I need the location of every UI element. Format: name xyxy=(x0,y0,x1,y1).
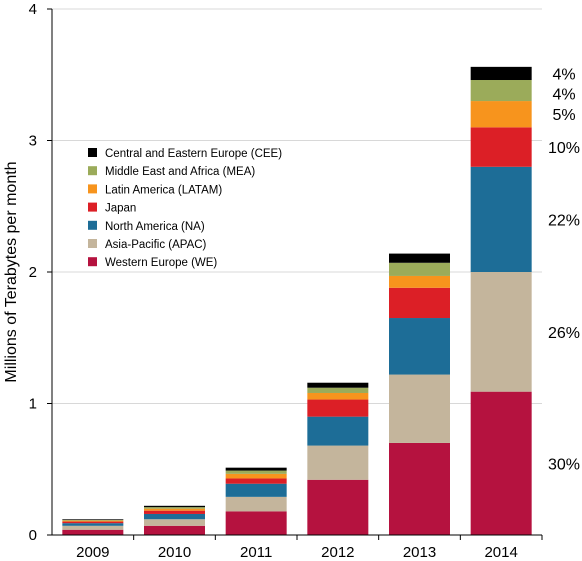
x-tick-label: 2013 xyxy=(403,544,436,561)
legend-swatch xyxy=(88,166,97,176)
legend-label: Middle East and Africa (MEA) xyxy=(105,166,255,178)
bar-segment xyxy=(225,478,287,484)
legend-swatch xyxy=(88,202,97,212)
y-tick-label: 1 xyxy=(29,396,37,413)
legend-label: Japan xyxy=(105,203,136,215)
y-axis-label: Millions of Terabytes per month xyxy=(3,161,20,382)
y-tick-label: 0 xyxy=(29,527,37,544)
y-tick-labels: 0 1 2 3 4 xyxy=(29,1,52,544)
bar-segment xyxy=(307,382,369,388)
bar-segment xyxy=(144,510,205,514)
bar-segment xyxy=(470,127,532,167)
bar-segment xyxy=(470,391,532,535)
bar-segment xyxy=(62,519,124,520)
bar-segment xyxy=(144,505,205,508)
bar-segment xyxy=(62,529,124,535)
bar-segment xyxy=(225,467,287,471)
percent-annotation: 26% xyxy=(548,325,580,342)
bar-segment xyxy=(389,275,450,288)
bar-segment xyxy=(470,66,532,81)
percent-annotation: 4% xyxy=(552,86,575,103)
legend-label: Central and Eastern Europe (CEE) xyxy=(105,148,282,160)
bar-segment xyxy=(144,508,205,511)
percent-annotation: 5% xyxy=(552,107,575,124)
bar-segment xyxy=(307,399,369,417)
bar-segment xyxy=(307,387,369,393)
bar-segment xyxy=(389,442,450,535)
bar-segment xyxy=(307,445,369,480)
x-tick-label: 2009 xyxy=(76,544,109,561)
bar-segment xyxy=(225,483,287,497)
legend-label: North America (NA) xyxy=(105,221,205,233)
bar-segment xyxy=(307,479,369,535)
gridlines xyxy=(52,8,542,404)
bar-segment xyxy=(225,496,287,512)
x-tick-label: 2010 xyxy=(158,544,191,561)
bar-segment xyxy=(470,80,532,102)
legend-label: Western Europe (WE) xyxy=(105,257,217,269)
legend-label: Latin America (LATAM) xyxy=(105,184,222,196)
bar-segment xyxy=(307,416,369,446)
bar-segment xyxy=(225,511,287,535)
bar-segment xyxy=(389,374,450,443)
bar-segment xyxy=(389,253,450,263)
y-tick-label: 4 xyxy=(29,1,37,18)
y-tick-label: 2 xyxy=(29,264,37,281)
percent-annotation: 10% xyxy=(548,140,580,157)
bars xyxy=(62,66,532,535)
percent-annotation: 30% xyxy=(548,456,580,473)
bar-segment xyxy=(62,519,124,521)
bar-segment xyxy=(62,523,124,526)
bar-segment xyxy=(144,525,205,535)
legend-label: Asia-Pacific (APAC) xyxy=(105,239,207,251)
legend-swatch xyxy=(88,257,97,267)
bar-segment xyxy=(62,525,124,530)
bar-segment xyxy=(389,287,450,319)
y-tick-label: 3 xyxy=(29,133,37,150)
bar-segment xyxy=(307,392,369,400)
legend-swatch xyxy=(88,148,97,157)
legend: Central and Eastern Europe (CEE) Middle E… xyxy=(88,148,282,269)
percent-annotations: 30% 26% 22% 10% 5% 4% 4% xyxy=(548,66,580,473)
bar-segment xyxy=(470,101,532,128)
bar-segment xyxy=(144,519,205,526)
bar-segment xyxy=(144,513,205,520)
legend-swatch xyxy=(88,220,97,230)
bar-segment xyxy=(225,470,287,474)
bar-segment xyxy=(62,520,124,522)
x-tick-labels: 2009 2010 2011 2012 2013 2014 xyxy=(76,535,543,561)
bar-segment xyxy=(470,272,532,392)
legend-swatch xyxy=(88,184,97,194)
bar-segment xyxy=(389,318,450,375)
x-tick-label: 2011 xyxy=(240,544,272,561)
bar-segment xyxy=(225,473,287,479)
bar-segment xyxy=(62,521,124,524)
legend-swatch xyxy=(88,239,97,248)
bar-segment xyxy=(389,262,450,276)
bar-segment xyxy=(144,507,205,509)
bar-segment xyxy=(470,166,532,272)
x-tick-label: 2014 xyxy=(484,544,517,561)
percent-annotation: 4% xyxy=(552,66,575,83)
x-tick-label: 2012 xyxy=(321,544,354,561)
percent-annotation: 22% xyxy=(548,212,580,229)
